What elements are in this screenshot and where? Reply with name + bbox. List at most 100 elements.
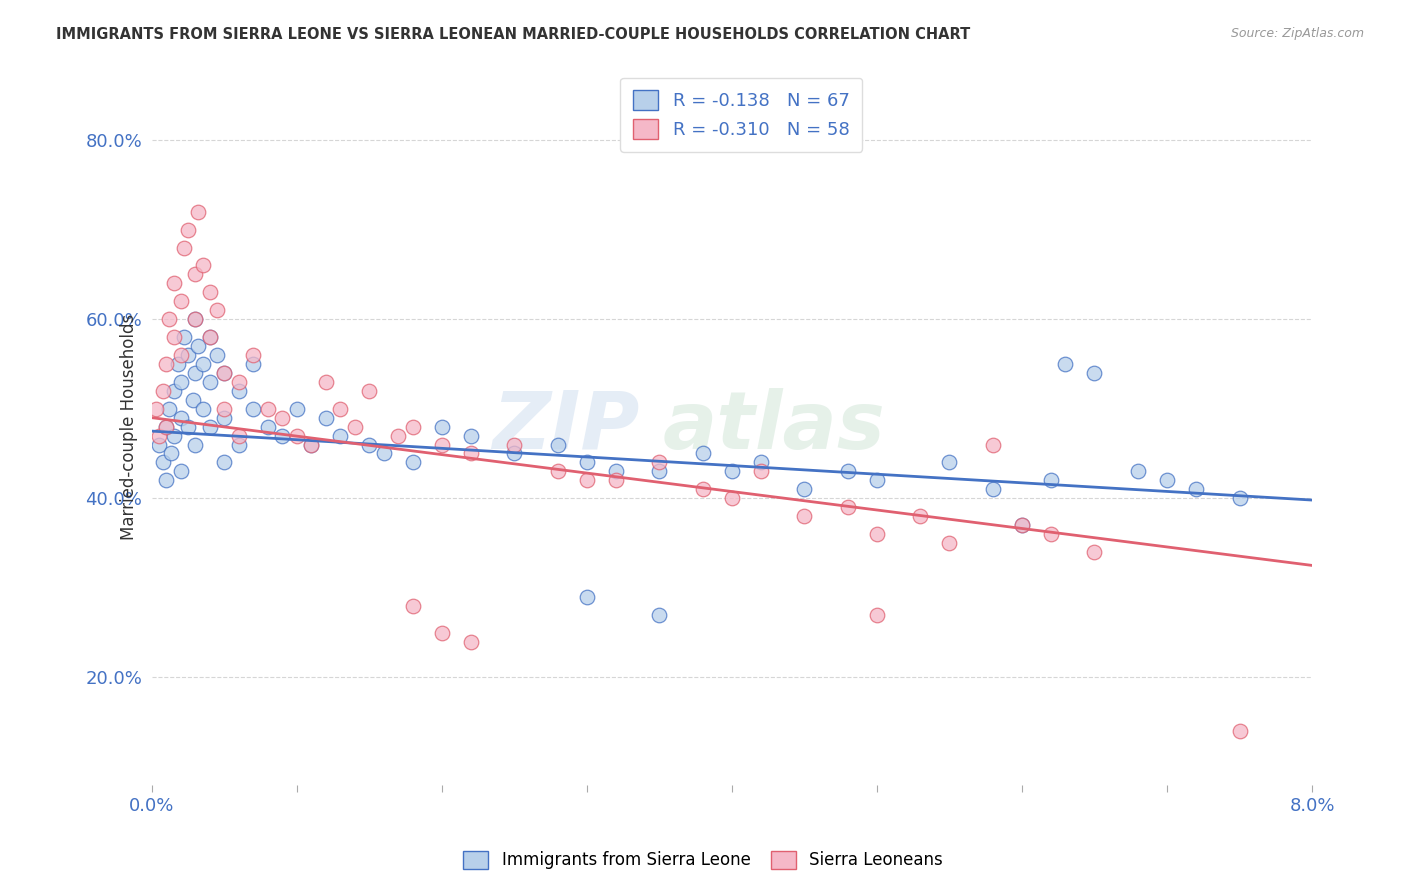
Point bbox=[648, 464, 671, 478]
Point bbox=[402, 599, 425, 613]
Point bbox=[198, 285, 221, 300]
Point bbox=[1083, 545, 1105, 559]
Point bbox=[159, 446, 181, 460]
Point bbox=[430, 625, 453, 640]
Point bbox=[173, 241, 195, 255]
Point bbox=[163, 384, 186, 398]
Point bbox=[145, 401, 167, 416]
Point bbox=[170, 375, 193, 389]
Point bbox=[547, 437, 569, 451]
Point bbox=[343, 419, 366, 434]
Point bbox=[271, 428, 294, 442]
Point bbox=[1185, 483, 1208, 497]
Point bbox=[1039, 474, 1062, 488]
Point bbox=[163, 330, 186, 344]
Point bbox=[359, 437, 381, 451]
Point bbox=[205, 348, 228, 362]
Point bbox=[1156, 474, 1178, 488]
Point bbox=[198, 375, 221, 389]
Point bbox=[184, 312, 207, 326]
Point bbox=[503, 446, 526, 460]
Point bbox=[198, 419, 221, 434]
Point bbox=[157, 401, 180, 416]
Point bbox=[359, 384, 381, 398]
Point bbox=[285, 401, 308, 416]
Point bbox=[177, 222, 200, 236]
Point bbox=[163, 428, 186, 442]
Point bbox=[205, 303, 228, 318]
Point bbox=[181, 392, 204, 407]
Point bbox=[460, 428, 482, 442]
Legend: R = -0.138   N = 67, R = -0.310   N = 58: R = -0.138 N = 67, R = -0.310 N = 58 bbox=[620, 78, 862, 152]
Point bbox=[793, 509, 815, 524]
Point bbox=[387, 428, 409, 442]
Point bbox=[155, 357, 177, 371]
Point bbox=[460, 634, 482, 648]
Point bbox=[749, 455, 772, 469]
Point bbox=[575, 455, 598, 469]
Point bbox=[938, 536, 960, 550]
Point bbox=[155, 419, 177, 434]
Point bbox=[214, 410, 236, 425]
Point bbox=[242, 401, 264, 416]
Point bbox=[170, 410, 193, 425]
Point bbox=[242, 348, 264, 362]
Point bbox=[198, 330, 221, 344]
Point bbox=[648, 455, 671, 469]
Point bbox=[575, 590, 598, 604]
Point bbox=[1011, 518, 1033, 533]
Point bbox=[402, 455, 425, 469]
Legend: Immigrants from Sierra Leone, Sierra Leoneans: Immigrants from Sierra Leone, Sierra Leo… bbox=[453, 840, 953, 880]
Point bbox=[184, 437, 207, 451]
Point bbox=[228, 375, 250, 389]
Point bbox=[837, 500, 859, 515]
Point bbox=[198, 330, 221, 344]
Point bbox=[329, 401, 352, 416]
Point bbox=[242, 357, 264, 371]
Point bbox=[191, 259, 214, 273]
Point bbox=[148, 437, 170, 451]
Point bbox=[257, 401, 280, 416]
Point bbox=[170, 348, 193, 362]
Point bbox=[184, 268, 207, 282]
Point bbox=[214, 401, 236, 416]
Point bbox=[1083, 366, 1105, 380]
Point bbox=[170, 464, 193, 478]
Point bbox=[148, 428, 170, 442]
Point bbox=[866, 474, 889, 488]
Point bbox=[191, 401, 214, 416]
Point bbox=[187, 204, 209, 219]
Text: IMMIGRANTS FROM SIERRA LEONE VS SIERRA LEONEAN MARRIED-COUPLE HOUSEHOLDS CORRELA: IMMIGRANTS FROM SIERRA LEONE VS SIERRA L… bbox=[56, 27, 970, 42]
Point bbox=[163, 277, 186, 291]
Point bbox=[155, 419, 177, 434]
Point bbox=[1011, 518, 1033, 533]
Point bbox=[173, 330, 195, 344]
Point bbox=[430, 419, 453, 434]
Point bbox=[981, 483, 1004, 497]
Point bbox=[315, 410, 337, 425]
Y-axis label: Married-couple Households: Married-couple Households bbox=[120, 313, 138, 540]
Point bbox=[605, 474, 627, 488]
Point bbox=[1229, 724, 1251, 739]
Point bbox=[214, 366, 236, 380]
Point bbox=[1126, 464, 1149, 478]
Text: atlas: atlas bbox=[662, 388, 886, 466]
Point bbox=[167, 357, 190, 371]
Point bbox=[257, 419, 280, 434]
Point bbox=[228, 384, 250, 398]
Point bbox=[170, 294, 193, 309]
Point bbox=[191, 357, 214, 371]
Point bbox=[315, 375, 337, 389]
Point bbox=[460, 446, 482, 460]
Point bbox=[430, 437, 453, 451]
Point bbox=[575, 474, 598, 488]
Point bbox=[981, 437, 1004, 451]
Point bbox=[692, 483, 714, 497]
Point bbox=[177, 419, 200, 434]
Point bbox=[184, 312, 207, 326]
Point bbox=[228, 428, 250, 442]
Point bbox=[837, 464, 859, 478]
Text: ZIP: ZIP bbox=[492, 388, 640, 466]
Point bbox=[605, 464, 627, 478]
Point bbox=[214, 366, 236, 380]
